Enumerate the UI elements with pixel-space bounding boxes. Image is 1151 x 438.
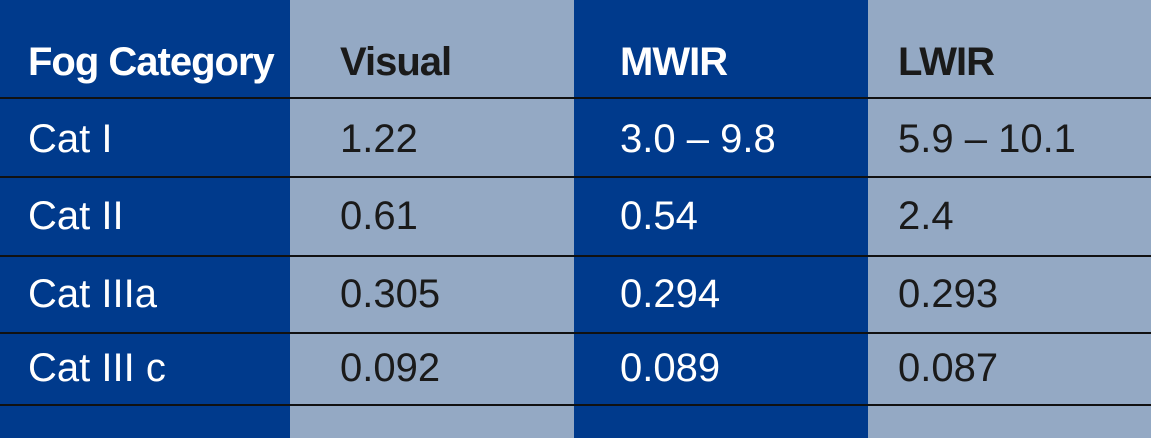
table-cell: 0.087	[898, 346, 999, 390]
table-cell: 2.4	[898, 194, 954, 238]
table-cell: 0.294	[620, 272, 721, 316]
row-label: Cat II	[28, 194, 124, 238]
row-rule	[0, 97, 1151, 99]
row-label: Cat III c	[28, 346, 166, 390]
table-cell: 0.293	[898, 272, 999, 316]
table-cell: 0.305	[340, 272, 441, 316]
header-cell: MWIR	[620, 40, 728, 84]
table-cell: 0.61	[340, 194, 418, 238]
table-cell: 1.22	[340, 117, 418, 161]
column-band	[290, 0, 574, 438]
row-label: Cat I	[28, 117, 113, 161]
table-cell: 5.9 – 10.1	[898, 117, 1076, 161]
table-cell: 0.54	[620, 194, 698, 238]
table-cell: 0.089	[620, 346, 721, 390]
row-rule	[0, 255, 1151, 257]
column-band	[868, 0, 1151, 438]
column-band	[0, 0, 290, 438]
header-cell: Fog Category	[28, 40, 275, 84]
row-rule	[0, 332, 1151, 334]
column-band	[574, 0, 868, 438]
header-cell: LWIR	[898, 40, 995, 84]
row-label: Cat IIIa	[28, 272, 157, 316]
table-cell: 3.0 – 9.8	[620, 117, 776, 161]
header-cell: Visual	[340, 40, 452, 84]
row-rule	[0, 176, 1151, 178]
table-cell: 0.092	[340, 346, 441, 390]
row-rule	[0, 404, 1151, 406]
